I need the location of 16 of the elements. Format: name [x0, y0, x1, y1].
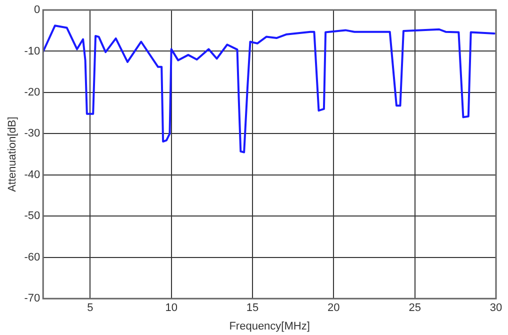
x-tick-label: 5 — [87, 302, 94, 314]
y-tick-label: -30 — [24, 128, 40, 140]
y-tick-label: -60 — [24, 251, 40, 264]
y-tick-label: -40 — [24, 168, 40, 181]
x-tick-label: 30 — [490, 302, 502, 314]
y-tick-label: -70 — [24, 292, 40, 305]
x-tick-label: 10 — [165, 302, 178, 314]
y-tick-label: -50 — [24, 210, 40, 222]
x-axis-title: Frequency[MHz] — [229, 320, 310, 332]
x-tick-label: 20 — [328, 302, 340, 314]
y-tick-label: -10 — [24, 45, 40, 58]
x-tick-label: 25 — [408, 302, 421, 314]
y-axis-title: Attenuation[dB] — [6, 116, 19, 192]
y-tick-label: 0 — [34, 4, 40, 16]
y-tick-label: -20 — [24, 86, 40, 98]
x-tick-label: 15 — [246, 302, 259, 314]
